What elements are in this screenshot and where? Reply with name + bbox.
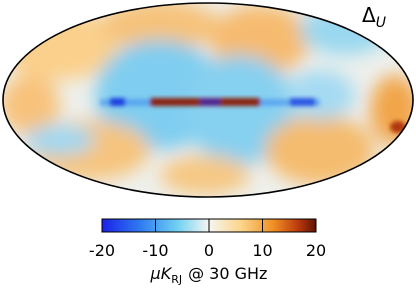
colorbar-tick-label: 10 (252, 241, 272, 260)
label-symbol: Δ (362, 3, 376, 27)
colorbar-tick-label: 20 (306, 241, 326, 260)
sky-map (3, 3, 413, 197)
label-suffix: @ 30 GHz (188, 264, 267, 283)
colorbar-tick-label: 0 (204, 241, 214, 260)
colorbar-tick-label: -10 (142, 241, 168, 260)
map-label: ΔU (362, 3, 386, 31)
colorbar-tick-label: -20 (89, 241, 115, 260)
colorbar-label: μKRJ @ 30 GHz (150, 264, 268, 286)
label-prefix: μK (150, 264, 173, 283)
label-subscript: U (376, 15, 386, 31)
label-subscript: RJ (171, 273, 182, 286)
map-outline (2, 2, 414, 198)
